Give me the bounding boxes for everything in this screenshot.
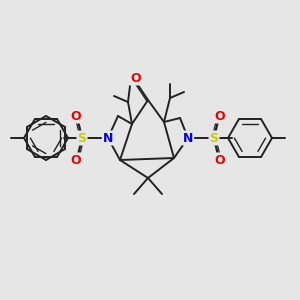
Text: O: O (71, 110, 81, 122)
Text: O: O (131, 71, 141, 85)
Text: N: N (103, 131, 113, 145)
Text: N: N (183, 131, 193, 145)
Text: S: S (209, 131, 218, 145)
Text: S: S (77, 131, 86, 145)
Text: O: O (71, 154, 81, 166)
Text: O: O (215, 154, 225, 166)
Text: O: O (215, 110, 225, 122)
